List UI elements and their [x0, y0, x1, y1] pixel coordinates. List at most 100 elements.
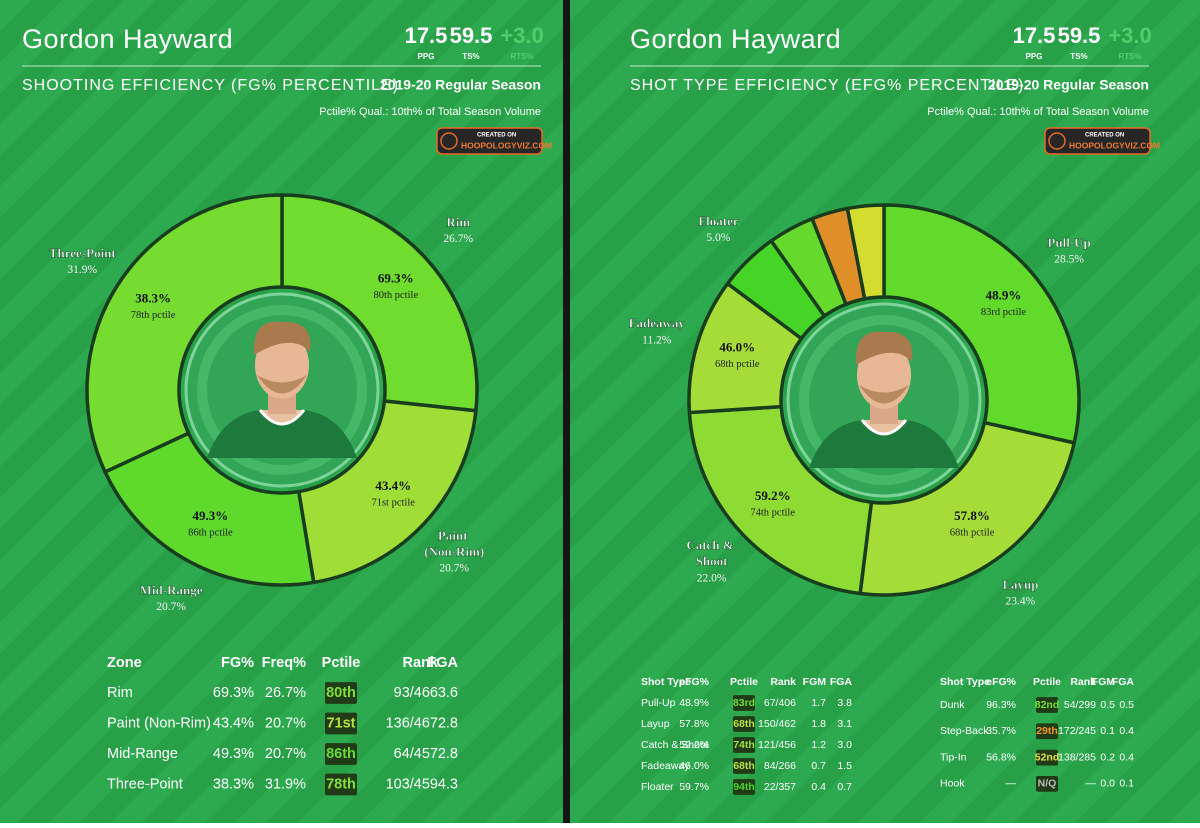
table-cell: Mid-Range: [107, 746, 178, 762]
table-cell: 3.8: [837, 697, 852, 709]
stat-label: RTS%: [1118, 52, 1141, 61]
segment-label: Rim: [446, 215, 470, 230]
table-header: eFG%: [679, 676, 709, 688]
segment-efficiency: 38.3%: [135, 291, 171, 306]
table-cell: 0.1: [1119, 778, 1134, 790]
segment-freq: 20.7%: [156, 601, 186, 613]
segment-efficiency: 49.3%: [193, 508, 229, 523]
table-cell: 43.4%: [213, 715, 254, 731]
segment-label: Mid-Range: [140, 582, 203, 597]
donut-segment: [297, 399, 478, 585]
table-cell: 57.8%: [679, 718, 709, 730]
logo-ring: [799, 315, 969, 485]
table-header: Shot Type: [641, 676, 691, 688]
table-cell: 136/467: [386, 715, 438, 731]
stat-label: TS%: [462, 52, 479, 61]
table-cell: Pull-Up: [641, 697, 676, 709]
table-cell: 20.7%: [265, 715, 306, 731]
qualifier: Pctile% Qual.: 10th% of Total Season Vol…: [927, 106, 1149, 118]
table-cell: —: [1086, 778, 1097, 790]
table-cell: 69.3%: [213, 685, 254, 701]
table-cell: 103/459: [386, 776, 438, 792]
table-cell: 3.6: [438, 685, 458, 701]
season: 2019-20 Regular Season: [380, 77, 541, 93]
table-header: FGA: [830, 676, 853, 688]
percentile-chip: [733, 779, 755, 795]
stat-value: 17.5: [1013, 23, 1056, 48]
table-cell: 80th: [326, 685, 356, 701]
segment-percentile: 80th pctile: [373, 290, 418, 301]
beard: [257, 375, 307, 394]
table-cell: 49.3%: [213, 746, 254, 762]
table-cell: Fadeaway: [641, 760, 690, 772]
badge: [1044, 127, 1151, 155]
badge-top: CREATED ON: [477, 133, 516, 139]
stat-label: PPG: [1026, 52, 1043, 61]
table-cell: Dunk: [940, 699, 965, 711]
segment-freq: 22.0%: [697, 572, 727, 584]
table-header: Pctile: [1033, 676, 1061, 688]
hair: [253, 321, 311, 355]
segment-efficiency: 46.0%: [719, 340, 755, 355]
table-cell: 71st: [326, 715, 355, 731]
table-cell: Hook: [940, 778, 965, 790]
table-cell: 150/462: [758, 718, 796, 730]
donut-segment: [85, 193, 284, 474]
table-header: Rank: [1070, 676, 1096, 688]
jersey: [207, 410, 357, 458]
segment-percentile: 78th pctile: [131, 310, 176, 321]
table-cell: 1.7: [811, 697, 826, 709]
percentile-chip: [1036, 697, 1058, 713]
table-cell: 2.8: [438, 715, 458, 731]
donut-segment: [845, 203, 886, 301]
table-cell: Tip-In: [940, 751, 967, 763]
table-cell: 54/299: [1064, 699, 1096, 711]
beard: [859, 385, 909, 404]
percentile-chip: [733, 716, 755, 732]
table-cell: 93/466: [394, 685, 438, 701]
table-cell: Paint (Non-Rim): [107, 715, 211, 731]
table-cell: N/Q: [1038, 778, 1057, 790]
percentile-chip: [325, 773, 357, 796]
table-cell: 52nd: [1035, 751, 1060, 763]
stat-label: RTS%: [510, 52, 533, 61]
table-cell: 172/245: [1058, 725, 1096, 737]
segment-efficiency: 69.3%: [378, 271, 414, 286]
logo-ring: [197, 305, 367, 475]
segment-efficiency: 43.4%: [375, 478, 411, 493]
table-header: FG%: [221, 655, 254, 671]
table-cell: 46.0%: [679, 760, 709, 772]
segment-label: Fadeaway: [629, 316, 686, 331]
percentile-chip: [733, 737, 755, 753]
table-header: Pctile: [322, 655, 361, 671]
table-header: Shot Type: [940, 676, 990, 688]
table-cell: 0.2: [1100, 751, 1115, 763]
stat-label: TS%: [1070, 52, 1087, 61]
table-cell: 1.2: [811, 739, 826, 751]
table-cell: 3.0: [837, 739, 852, 751]
segment-freq: 31.9%: [67, 264, 97, 276]
table-cell: 59.2%: [679, 739, 709, 751]
table-cell: 96.3%: [986, 699, 1016, 711]
table-header: Freq%: [262, 655, 306, 671]
table-cell: Catch & Shoot: [641, 739, 709, 751]
segment-efficiency: 57.8%: [954, 508, 990, 523]
table-cell: Three-Point: [107, 776, 183, 792]
table-cell: 48.9%: [679, 697, 709, 709]
table-header: FGA: [427, 655, 458, 671]
table-cell: 3.1: [837, 718, 852, 730]
jersey: [809, 420, 959, 468]
segment-label: Three-Point: [49, 245, 117, 260]
table-cell: 0.7: [837, 781, 852, 793]
stat-value: +3.0: [500, 23, 543, 48]
table-cell: 121/456: [758, 739, 796, 751]
player-name: Gordon Hayward: [630, 24, 841, 54]
segment-percentile: 68th pctile: [950, 528, 995, 539]
donut-segment: [103, 431, 316, 587]
badge-icon: [440, 132, 458, 150]
segment-label: Paint (Non-Rim): [424, 528, 484, 559]
table-cell: Layup: [641, 718, 670, 730]
table-cell: 0.4: [1119, 751, 1134, 763]
segment-percentile: 68th pctile: [715, 359, 760, 370]
